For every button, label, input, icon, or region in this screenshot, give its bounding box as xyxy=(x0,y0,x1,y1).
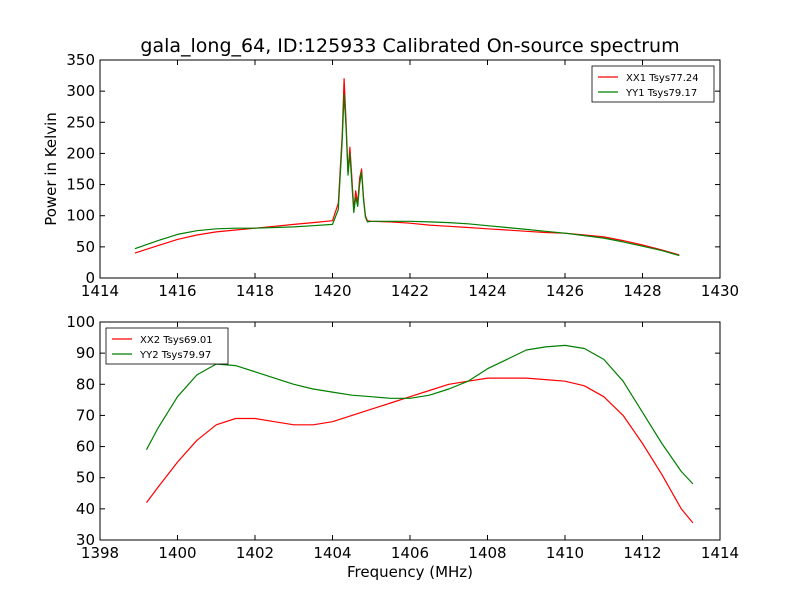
series-line-green xyxy=(145,344,694,485)
top-plot: 1414 1416 1418 1420 1422 1424 1426 1428 1430 0 50 1… xyxy=(42,51,739,300)
y-tick-label: 150 xyxy=(66,176,95,194)
y-tick-label: 40 xyxy=(76,500,95,518)
x-tick-label: 1416 xyxy=(158,282,196,300)
x-tick-label: 1404 xyxy=(313,544,351,562)
y-tick-label: 30 xyxy=(76,531,95,549)
y-tick-label: 50 xyxy=(76,238,95,256)
y-tick-label: 300 xyxy=(66,82,95,100)
x-tick-label: 1402 xyxy=(236,544,274,562)
x-tick-label: 1412 xyxy=(623,544,661,562)
y-tick-label: 100 xyxy=(66,207,95,225)
y-tick-label: 50 xyxy=(76,469,95,487)
y-tick-label: 60 xyxy=(76,438,95,456)
legend: XX2 Tsys69.01 YY2 Tsys79.97 xyxy=(105,327,229,365)
y-tick-label: 90 xyxy=(76,344,95,362)
x-tick-label: 1398 xyxy=(81,544,119,562)
legend-entry: YY1 Tsys79.17 xyxy=(625,88,697,99)
y-tick-label: 100 xyxy=(66,313,95,331)
y-tick-label: 70 xyxy=(76,406,95,424)
x-tick-label: 1418 xyxy=(236,282,274,300)
bottom-plot: 1398 1400 1402 1404 1406 1408 1410 1412 1414 30 40… xyxy=(66,313,739,581)
y-tick-label: 350 xyxy=(66,51,95,69)
legend-box xyxy=(591,65,715,103)
x-tick-label: 1430 xyxy=(701,282,739,300)
legend-box xyxy=(105,327,229,365)
x-tick-label: 1422 xyxy=(391,282,429,300)
x-tick-label: 1420 xyxy=(313,282,351,300)
chart-title: gala_long_64, ID:125933 Calibrated On-so… xyxy=(140,35,679,57)
x-tick-label: 1426 xyxy=(546,282,584,300)
x-tick-label: 1408 xyxy=(468,544,506,562)
y-tick-label: 0 xyxy=(85,269,95,287)
x-tick-label: 1428 xyxy=(623,282,661,300)
y-tick-label: 200 xyxy=(66,144,95,162)
x-tick-label: 1424 xyxy=(468,282,506,300)
series-line-red xyxy=(146,377,694,524)
legend-entry: YY2 Tsys79.97 xyxy=(139,350,211,361)
x-tick-label: 1400 xyxy=(158,544,196,562)
legend-entry: XX1 Tsys77.24 xyxy=(626,73,699,84)
y-axis-label: Power in Kelvin xyxy=(42,112,60,226)
y-tick-label: 250 xyxy=(66,113,95,131)
series-line-green xyxy=(134,93,680,257)
x-tick-label: 1414 xyxy=(81,282,119,300)
x-tick-label: 1406 xyxy=(391,544,429,562)
y-tick-label: 80 xyxy=(76,375,95,393)
x-tick-label: 1414 xyxy=(701,544,739,562)
x-tick-label: 1410 xyxy=(546,544,584,562)
legend: XX1 Tsys77.24 YY1 Tsys79.17 xyxy=(591,65,715,103)
series-line-red xyxy=(134,78,680,256)
x-axis-label: Frequency (MHz) xyxy=(347,563,473,581)
legend-entry: XX2 Tsys69.01 xyxy=(140,335,213,346)
